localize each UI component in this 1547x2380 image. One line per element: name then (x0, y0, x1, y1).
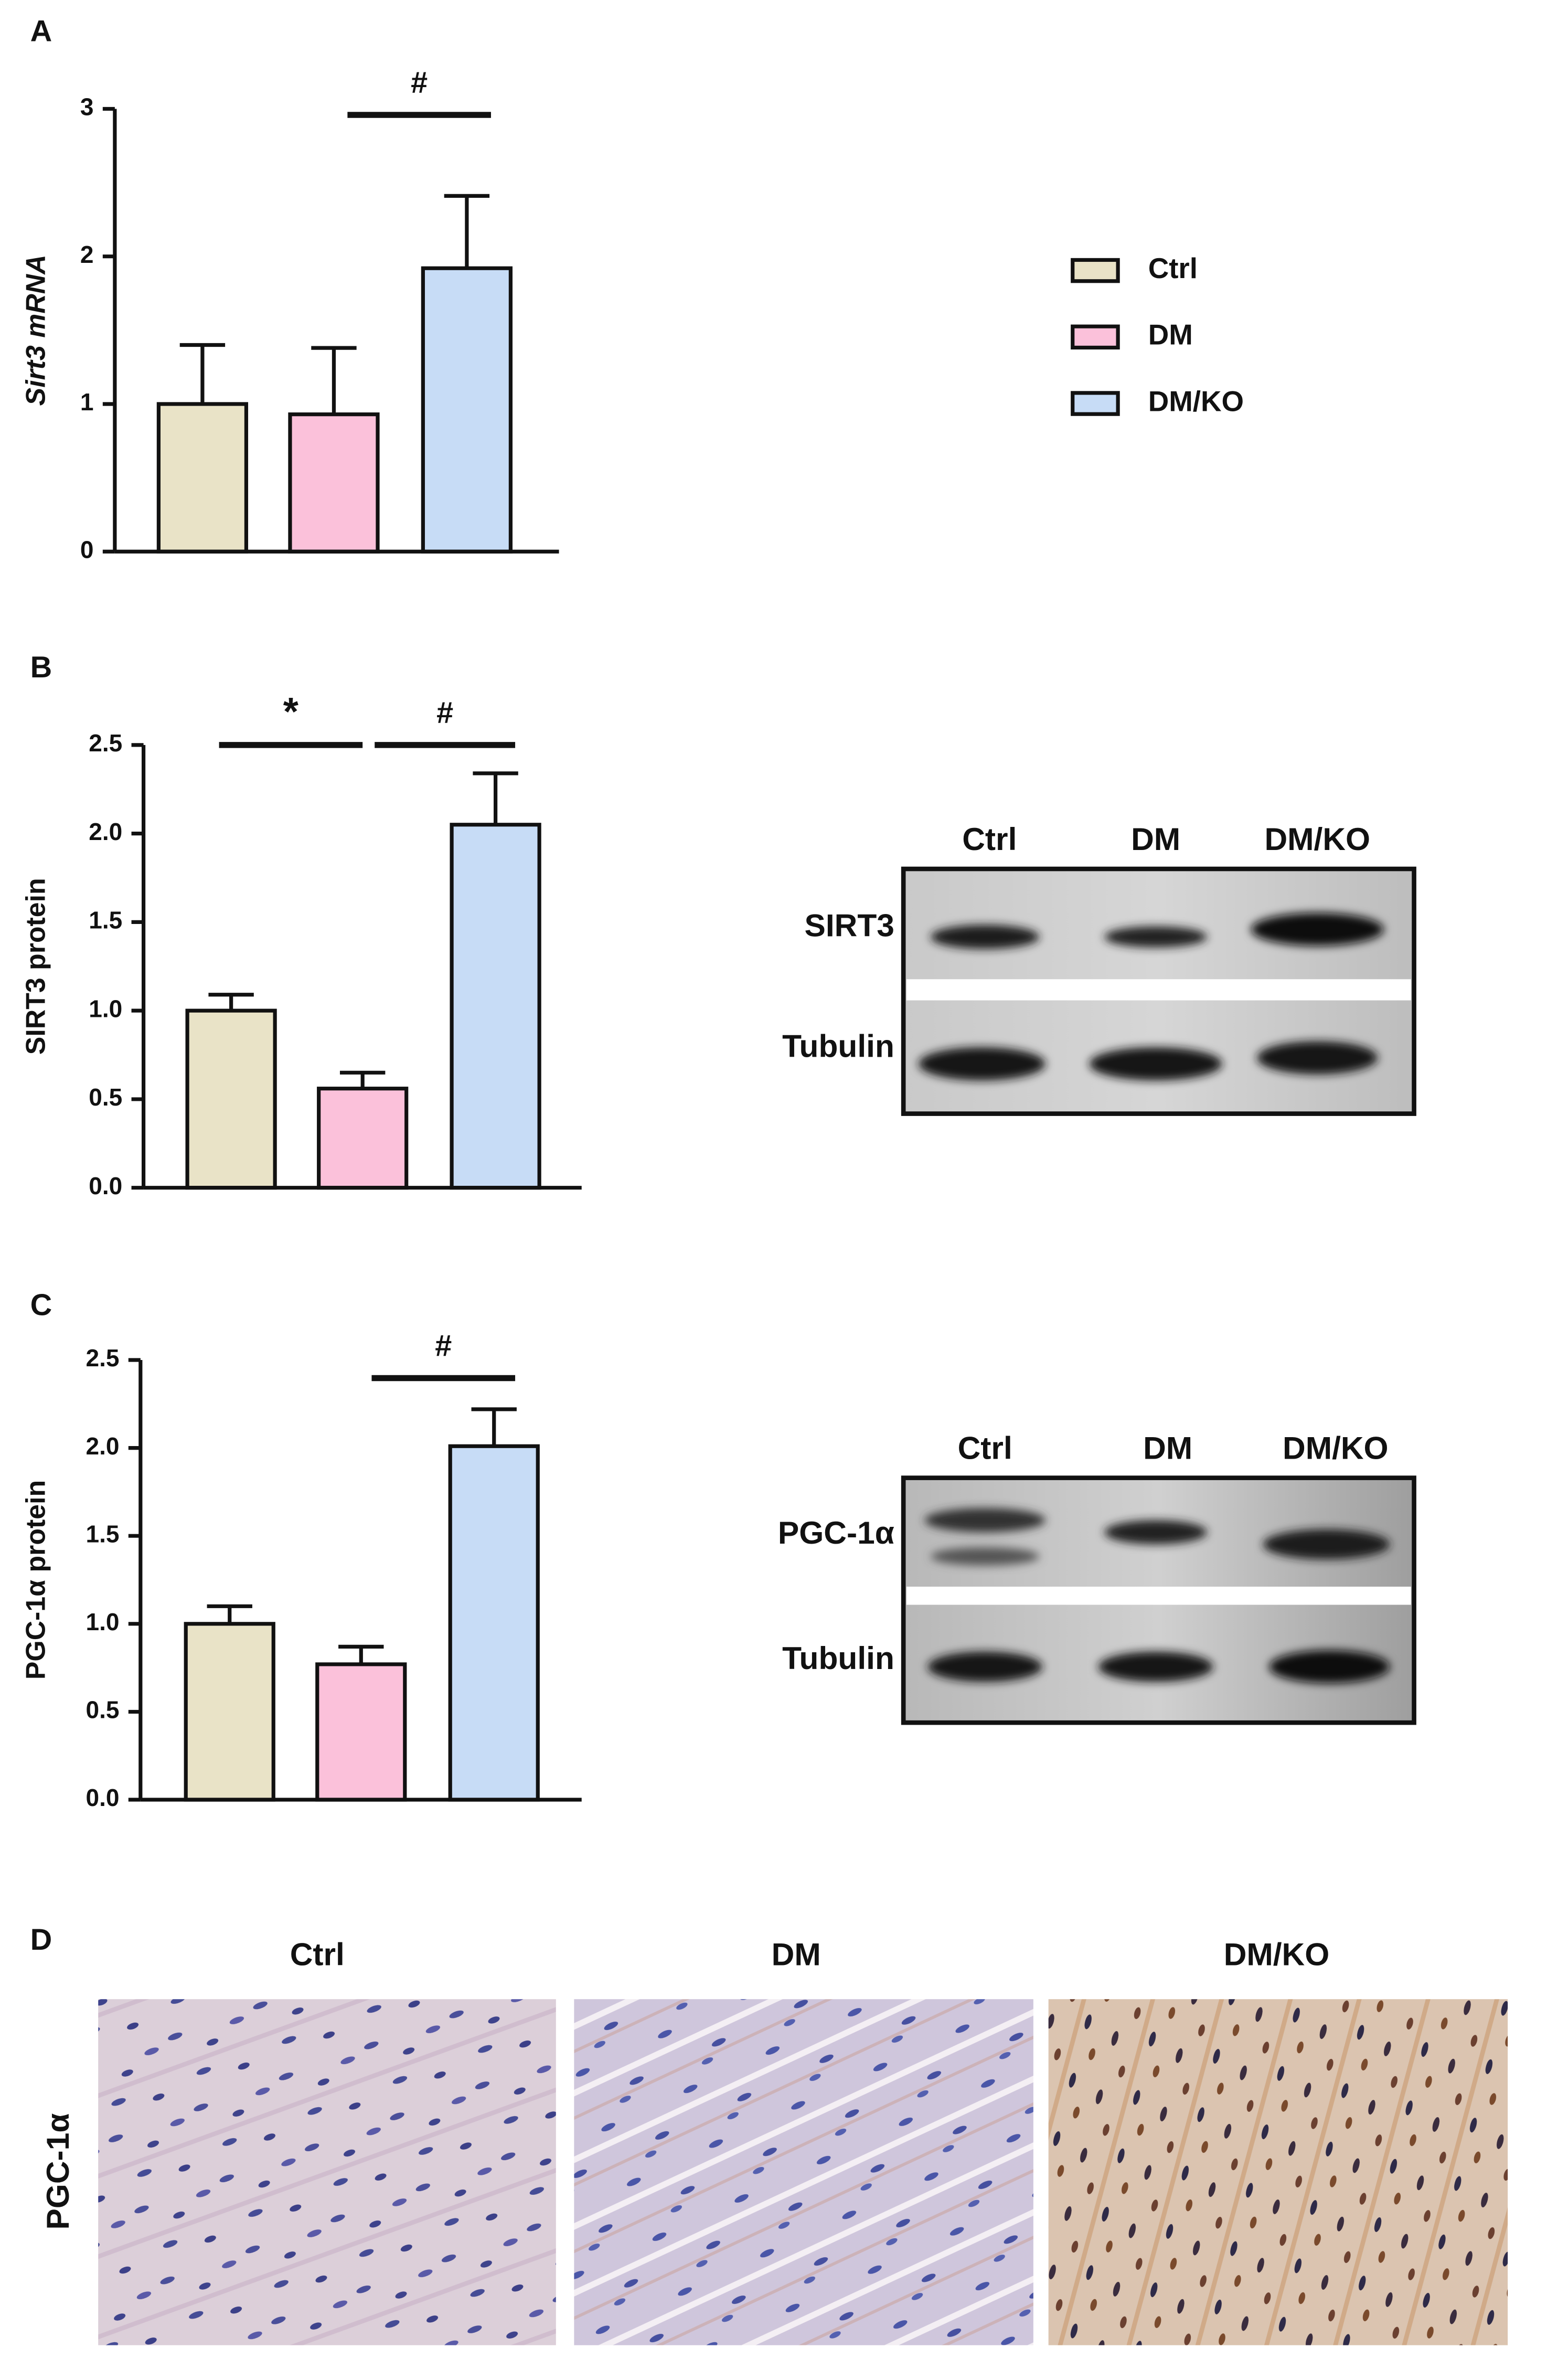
y-axis-label: Sirt3 mRNA (20, 254, 51, 406)
lane-label: DM (1131, 821, 1180, 857)
row-label: Tubulin (782, 1640, 894, 1676)
blot-c (901, 1475, 1416, 1725)
significance-mark: # (411, 66, 428, 100)
bar (448, 1444, 540, 1802)
bar (317, 1087, 409, 1190)
lane-label: Ctrl (962, 821, 1017, 857)
bar (184, 1622, 275, 1802)
significance-mark: # (435, 1329, 452, 1363)
lane-label: DM/KO (1264, 821, 1370, 857)
significance-mark: * (283, 689, 299, 734)
y-tick-label: 1.0 (86, 1608, 119, 1635)
legend-label: DM/KO (1148, 385, 1244, 417)
panel-letter: D (30, 1923, 52, 1957)
lane-label: DM (1143, 1430, 1192, 1466)
y-tick-label: 2.5 (86, 1344, 119, 1372)
lane-label: Ctrl (958, 1430, 1012, 1466)
y-tick-label: 0.0 (86, 1784, 119, 1811)
row-label: PGC-1α (40, 2113, 76, 2229)
bar (185, 1008, 277, 1190)
y-tick-label: 0.5 (89, 1083, 122, 1111)
y-tick-label: 0.5 (86, 1696, 119, 1724)
y-tick-label: 0 (80, 536, 94, 563)
y-axis-label: PGC-1α protein (20, 1480, 51, 1680)
legend-swatch (1071, 391, 1120, 416)
y-tick-label: 0.0 (89, 1172, 122, 1199)
legend-swatch (1071, 258, 1120, 283)
row-label: Tubulin (782, 1028, 894, 1064)
row-label: SIRT3 (805, 907, 894, 943)
column-label: DM/KO (1224, 1937, 1330, 1972)
y-tick-label: 2.0 (86, 1432, 119, 1460)
y-tick-label: 3 (80, 93, 94, 121)
y-tick-label: 1.5 (89, 907, 122, 934)
bar (315, 1662, 407, 1802)
panel-letter: A (30, 15, 52, 48)
bar (288, 412, 380, 554)
column-label: DM (772, 1937, 821, 1972)
histology (98, 1999, 1508, 2345)
bar (450, 823, 541, 1190)
lane-label: DM/KO (1283, 1430, 1389, 1466)
bar (156, 402, 249, 554)
row-label: PGC-1α (778, 1515, 894, 1550)
y-tick-label: 2.5 (89, 729, 122, 757)
legend-label: DM (1148, 318, 1193, 351)
y-tick-label: 1.0 (89, 995, 122, 1022)
significance-mark: # (436, 696, 453, 729)
bar (421, 266, 513, 554)
legend-label: Ctrl (1148, 252, 1198, 284)
y-tick-label: 1 (80, 388, 94, 416)
blot-b (901, 866, 1416, 1116)
y-axis-label: SIRT3 protein (20, 878, 51, 1055)
panel-letter: C (30, 1288, 52, 1322)
column-label: Ctrl (290, 1937, 345, 1972)
y-tick-label: 2 (80, 241, 94, 268)
legend-swatch (1071, 324, 1120, 350)
panel-letter: B (30, 651, 52, 684)
y-tick-label: 2.0 (89, 818, 122, 845)
y-tick-label: 1.5 (86, 1520, 119, 1547)
